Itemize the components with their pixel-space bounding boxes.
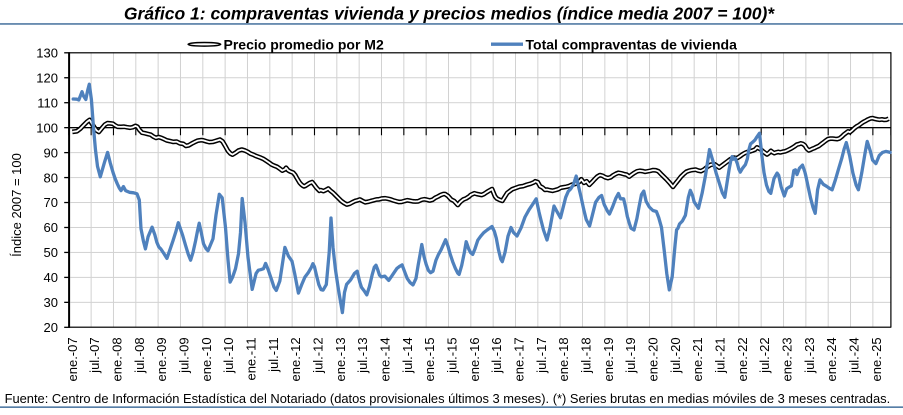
svg-text:ene.-24: ene.-24 <box>824 337 839 381</box>
svg-text:110: 110 <box>37 95 58 110</box>
svg-text:ene.-19: ene.-19 <box>601 337 616 381</box>
svg-text:ene.-18: ene.-18 <box>556 337 571 381</box>
svg-text:jul.-12: jul.-12 <box>310 337 325 373</box>
svg-text:jul.-24: jul.-24 <box>847 337 862 373</box>
svg-text:Precio promedio por M2: Precio promedio por M2 <box>224 37 384 53</box>
svg-text:ene.-20: ene.-20 <box>646 337 661 381</box>
svg-text:100: 100 <box>36 120 58 135</box>
svg-text:30: 30 <box>44 295 58 310</box>
svg-text:jul.-21: jul.-21 <box>713 337 728 373</box>
svg-text:jul.-16: jul.-16 <box>489 337 504 373</box>
svg-text:jul.-13: jul.-13 <box>355 337 370 373</box>
svg-text:jul.-09: jul.-09 <box>176 337 191 373</box>
svg-text:Gráfico 1: compraventas vivien: Gráfico 1: compraventas vivienda y preci… <box>124 3 775 23</box>
svg-text:jul.-08: jul.-08 <box>132 337 147 373</box>
svg-text:ene.-22: ene.-22 <box>735 337 750 381</box>
svg-text:70: 70 <box>44 195 58 210</box>
svg-text:jul.-17: jul.-17 <box>534 337 549 373</box>
svg-text:jul.-19: jul.-19 <box>623 337 638 373</box>
svg-text:130: 130 <box>36 46 58 61</box>
svg-text:jul.-11: jul.-11 <box>266 337 281 372</box>
svg-text:ene.-12: ene.-12 <box>288 337 303 381</box>
svg-text:jul.-14: jul.-14 <box>400 337 415 373</box>
svg-text:80: 80 <box>44 170 58 185</box>
svg-text:jul.-07: jul.-07 <box>87 337 102 373</box>
svg-text:jul.-23: jul.-23 <box>802 337 817 373</box>
svg-text:ene.-25: ene.-25 <box>869 337 884 381</box>
svg-text:jul.-22: jul.-22 <box>757 337 772 373</box>
svg-text:Total compraventas de vivienda: Total compraventas de vivienda <box>526 37 738 53</box>
svg-text:60: 60 <box>44 220 58 235</box>
svg-text:90: 90 <box>44 145 58 160</box>
svg-text:ene.-13: ene.-13 <box>333 337 348 381</box>
svg-text:ene.-21: ene.-21 <box>690 337 705 381</box>
svg-text:ene.-14: ene.-14 <box>377 337 392 381</box>
svg-text:20: 20 <box>44 320 58 335</box>
svg-text:120: 120 <box>36 70 58 85</box>
svg-text:50: 50 <box>44 245 58 260</box>
svg-text:ene.-23: ene.-23 <box>780 337 795 381</box>
svg-text:jul.-15: jul.-15 <box>445 337 460 373</box>
svg-text:ene.-08: ene.-08 <box>109 337 124 381</box>
svg-text:ene.-11: ene.-11 <box>243 337 258 380</box>
svg-text:Fuente: Centro de Información: Fuente: Centro de Información Estadístic… <box>5 391 891 406</box>
svg-text:40: 40 <box>44 270 58 285</box>
svg-text:jul.-10: jul.-10 <box>221 337 236 373</box>
svg-text:ene.-10: ene.-10 <box>199 337 214 381</box>
svg-text:Índice 2007 = 100: Índice 2007 = 100 <box>9 153 24 257</box>
svg-text:ene.-16: ene.-16 <box>467 337 482 381</box>
svg-text:ene.-15: ene.-15 <box>422 337 437 381</box>
svg-text:jul.-20: jul.-20 <box>668 337 683 373</box>
svg-text:ene.-09: ene.-09 <box>154 337 169 381</box>
svg-text:ene.-07: ene.-07 <box>65 337 80 381</box>
svg-text:jul.-18: jul.-18 <box>579 337 594 373</box>
svg-text:ene.-17: ene.-17 <box>512 337 527 381</box>
